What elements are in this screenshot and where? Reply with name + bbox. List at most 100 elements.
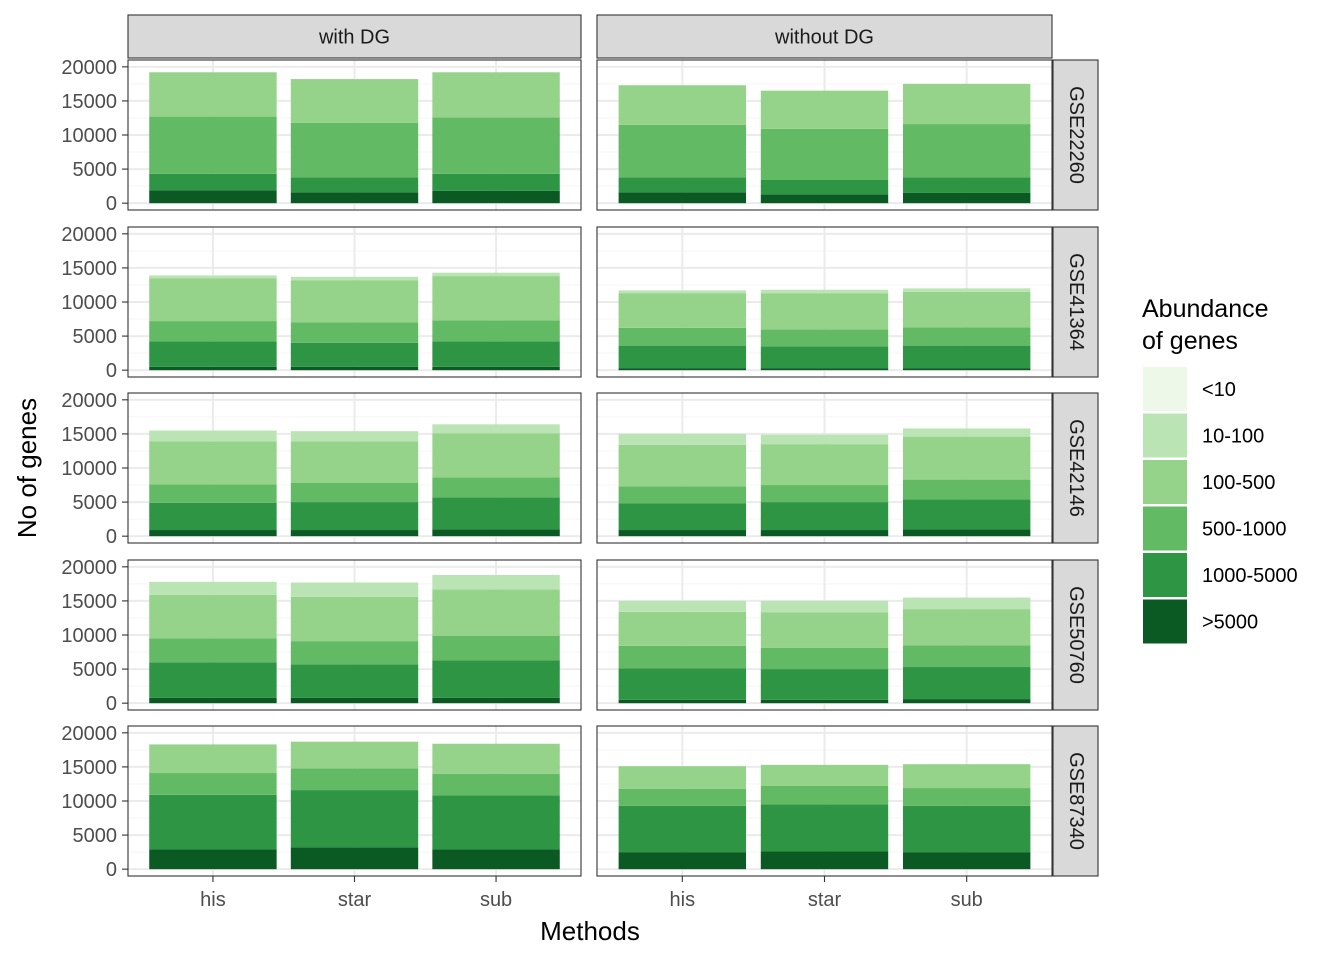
bar-segment-100-500	[149, 278, 277, 322]
bar-stack-star	[760, 600, 889, 704]
bar-segment-1000-5000	[902, 177, 1031, 193]
bar-stack-his	[618, 433, 747, 537]
bar-stack-sub	[432, 272, 560, 371]
y-tick-label: 0	[106, 693, 117, 715]
y-axis: 0 5000 10000 15000 20000	[61, 57, 128, 215]
bar-segment-10-100	[149, 275, 277, 279]
bar-segment-1000-5000	[290, 790, 419, 848]
bar-segment-100-500	[149, 744, 277, 774]
bar-segment-1000-5000	[432, 795, 560, 850]
bar-segment-500-1000	[290, 641, 419, 665]
bar-segment-1000-5000	[760, 346, 889, 369]
bar-segment-1000-5000	[760, 669, 889, 700]
x-axis: his star sub	[670, 876, 983, 911]
panel-border	[596, 226, 1053, 378]
bar-segment-gt-5000	[149, 849, 277, 870]
bar-segment-500-1000	[618, 486, 747, 504]
y-tick-label: 20000	[61, 224, 117, 246]
y-tick-label: 0	[106, 360, 117, 382]
bar-segment-500-1000	[902, 479, 1031, 500]
bar-segment-gt-5000	[902, 852, 1031, 870]
bar-segment-500-1000	[432, 320, 560, 342]
bar-segment-gt-5000	[902, 699, 1031, 704]
bar-segment-100-500	[149, 594, 277, 639]
legend-swatch	[1143, 599, 1187, 644]
bar-stack-his	[618, 290, 747, 371]
bar-segment-1000-5000	[902, 499, 1031, 530]
row-strip-gse87340: GSE87340	[1052, 725, 1099, 877]
bar-segment-1000-5000	[149, 173, 277, 191]
bar-segment-gt-5000	[902, 368, 1031, 371]
y-tick-label: 5000	[73, 326, 118, 348]
legend-label: 100-500	[1202, 472, 1275, 494]
bar-stack-sub	[902, 764, 1031, 870]
legend-label: 1000-5000	[1202, 565, 1298, 587]
bar-stack-sub	[432, 743, 560, 870]
bar-segment-100-500	[760, 444, 889, 486]
bar-segment-1000-5000	[290, 664, 419, 698]
bar-segment-100-500	[760, 90, 889, 129]
bar-segment-10-100	[149, 430, 277, 442]
bar-stack-his	[618, 766, 747, 870]
legend-swatch	[1143, 506, 1187, 551]
panel-border	[596, 392, 1053, 544]
y-tick-label: 10000	[61, 458, 117, 480]
bar-segment-gt-5000	[760, 699, 889, 704]
bar-segment-10-100	[760, 434, 889, 445]
x-tick-label: sub	[480, 889, 512, 911]
bar-segment-1000-5000	[149, 794, 277, 850]
bar-stack-star	[760, 289, 889, 371]
bar-segment-500-1000	[149, 321, 277, 342]
x-axis-title: Methods	[540, 916, 640, 946]
bar-stack-sub	[432, 575, 560, 704]
legend-entry: 1000-5000	[1143, 553, 1298, 597]
x-axis: his star sub	[200, 876, 512, 911]
panels: with DG without DG GSE22260 GSE41364 GSE4214…	[61, 14, 1099, 911]
legend-swatch	[1143, 413, 1187, 458]
bar-segment-1000-5000	[618, 503, 747, 531]
bar-segment-gt-5000	[432, 529, 560, 537]
bar-stack-sub	[902, 83, 1031, 204]
y-tick-label: 15000	[61, 757, 117, 779]
bar-segment-100-500	[902, 764, 1031, 789]
bar-stack-his	[618, 85, 747, 204]
bar-stack-sub	[432, 72, 560, 204]
bar-segment-500-1000	[760, 329, 889, 347]
bar-stack-sub	[902, 428, 1031, 537]
y-tick-label: 0	[106, 193, 117, 215]
bar-segment-1000-5000	[432, 497, 560, 530]
bar-segment-500-1000	[290, 122, 419, 178]
row-strip-gse41364: GSE41364	[1052, 226, 1099, 378]
facet-strip-with-dg: with DG	[127, 14, 582, 59]
bar-segment-gt-5000	[618, 699, 747, 704]
bar-segment-100-500	[432, 433, 560, 478]
legend-title: of genes	[1142, 327, 1238, 355]
y-tick-label: 10000	[61, 791, 117, 813]
y-tick-label: 10000	[61, 625, 117, 647]
bar-segment-100-500	[432, 743, 560, 774]
bar-segment-100-500	[290, 79, 419, 123]
bar-segment-10-100	[618, 433, 747, 445]
bar-stack-sub	[902, 288, 1031, 371]
y-tick-label: 5000	[73, 159, 118, 181]
bar-segment-1000-5000	[760, 804, 889, 852]
y-axis: 0 5000 10000 15000 20000	[61, 557, 128, 715]
bar-segment-500-1000	[290, 768, 419, 791]
bar-segment-gt-5000	[618, 852, 747, 870]
bar-segment-gt-5000	[149, 697, 277, 704]
bar-segment-100-500	[290, 441, 419, 483]
bar-segment-gt-5000	[290, 847, 419, 870]
bar-segment-500-1000	[618, 124, 747, 178]
bar-segment-10-100	[902, 597, 1031, 610]
legend-label: >5000	[1202, 612, 1258, 634]
panel-gse41364-without-dg	[596, 226, 1053, 378]
bar-segment-gt-5000	[618, 368, 747, 371]
bar-segment-10-100	[149, 581, 277, 595]
row-strip-box	[1052, 226, 1099, 378]
bar-segment-gt-5000	[432, 849, 560, 870]
row-strip-label: GSE87340	[1065, 752, 1087, 850]
panel-gse50760-without-dg	[596, 559, 1053, 711]
bar-segment-10-100	[432, 272, 560, 277]
bar-stack-star	[290, 79, 419, 204]
